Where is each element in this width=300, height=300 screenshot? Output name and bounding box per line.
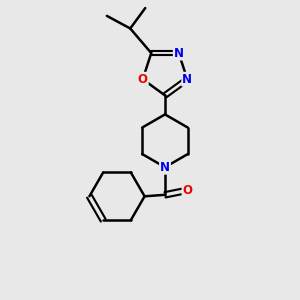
Text: N: N — [174, 46, 184, 60]
Text: O: O — [138, 73, 148, 86]
Text: N: N — [160, 161, 170, 174]
Text: N: N — [182, 73, 192, 86]
Text: O: O — [182, 184, 193, 197]
